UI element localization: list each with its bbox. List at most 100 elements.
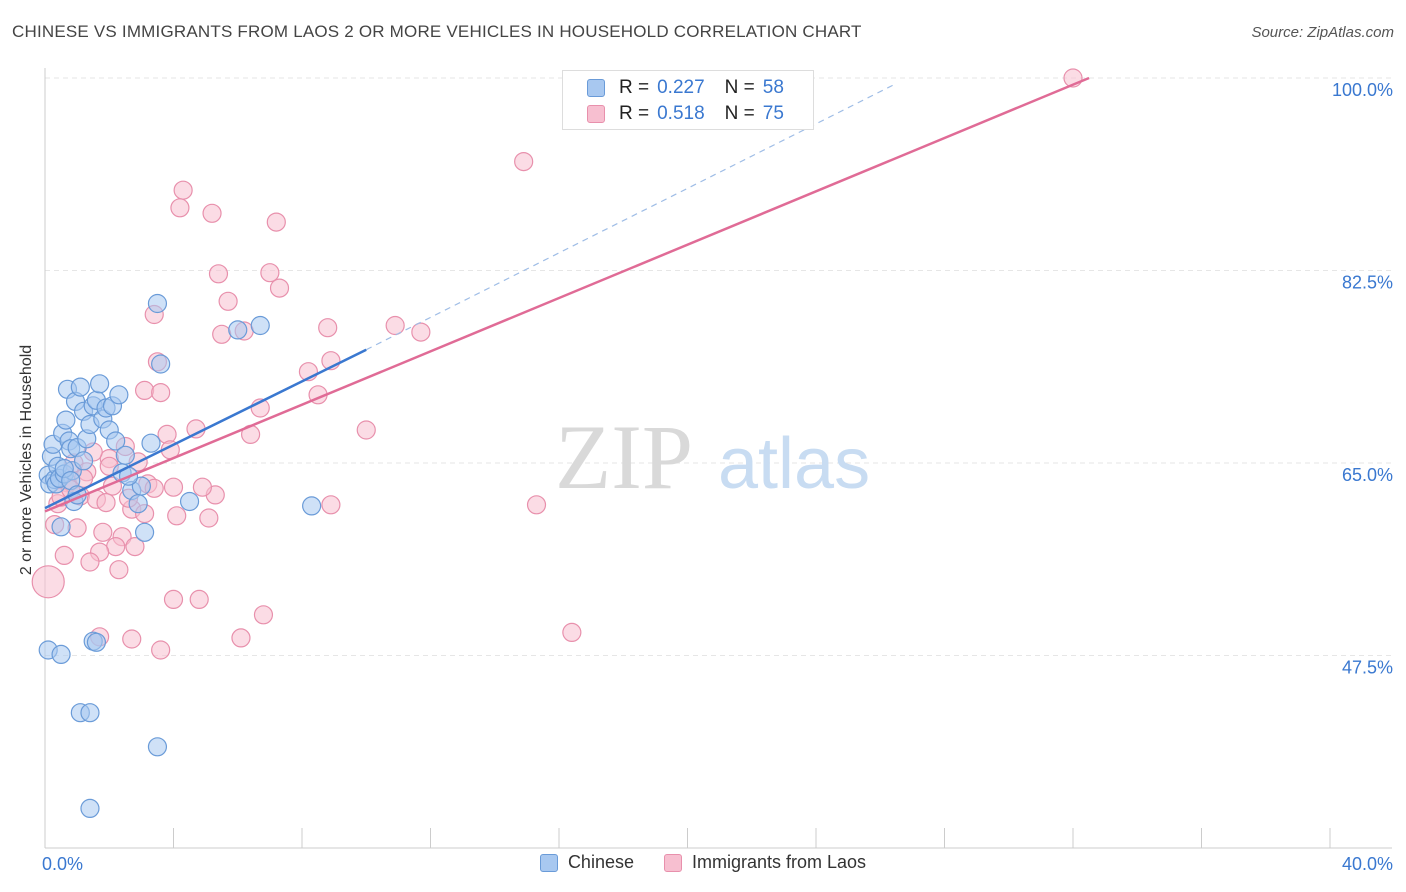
laos-point [167, 506, 187, 526]
chinese-point [70, 377, 90, 397]
correlation-legend: R = 0.227 N = 58 R = 0.518 N = 75 [562, 70, 814, 130]
legend-item-chinese[interactable]: Chinese [539, 852, 634, 873]
laos-point [411, 322, 431, 342]
chinese-point [106, 431, 126, 451]
r-label: R = [619, 103, 650, 124]
n-label: N = [724, 77, 755, 98]
chinese-point [90, 374, 110, 394]
laos-point [67, 518, 87, 538]
chinese-point [302, 496, 322, 516]
legend-label-laos: Immigrants from Laos [691, 852, 867, 872]
laos-point [173, 180, 193, 200]
chinese-trend-line [44, 348, 367, 510]
laos-point [134, 380, 155, 400]
laos-point [31, 565, 65, 599]
laos-point [356, 420, 376, 440]
n-label: N = [724, 103, 755, 124]
laos-point [192, 477, 213, 497]
x-tick-label-min: 0.0% [42, 854, 83, 874]
chinese-point [134, 522, 155, 542]
chinese-points [38, 293, 322, 819]
laos-point [266, 212, 286, 232]
x-tick-label-max: 40.0% [1342, 854, 1393, 874]
chinese-point [151, 354, 171, 374]
legend-item-laos[interactable]: Immigrants from Laos [663, 852, 867, 873]
y-tick-label: 47.5% [1342, 658, 1393, 678]
chinese-point [73, 451, 94, 471]
laos-point [231, 628, 251, 648]
laos-point [163, 477, 184, 497]
laos-point [186, 419, 206, 439]
laos-point [562, 622, 582, 643]
watermark: ZIP atlas [555, 406, 870, 508]
laos-point [260, 263, 280, 283]
watermark-zip: ZIP [555, 406, 693, 508]
laos-point [54, 545, 74, 566]
legend-row-laos: R = 0.518 N = 75 [587, 103, 784, 125]
chinese-point [147, 737, 168, 757]
chinese-point [179, 491, 200, 512]
chinese-swatch [539, 853, 558, 872]
chinese-point [128, 494, 148, 514]
series-legend: Chinese Immigrants from Laos [0, 852, 1406, 873]
chinese-swatch [587, 79, 605, 97]
chinese-point [115, 445, 135, 465]
laos-point [157, 424, 177, 444]
laos-trend-line [44, 76, 1090, 513]
r-value: 0.518 [657, 103, 705, 124]
chinese-point [109, 385, 129, 405]
laos-point [151, 640, 171, 660]
chinese-point [250, 315, 270, 336]
laos-point [202, 203, 222, 223]
laos-point [80, 552, 100, 572]
r-value: 0.227 [657, 77, 705, 98]
y-tick-label: 82.5% [1342, 273, 1393, 293]
laos-point [385, 315, 405, 336]
grid-lines [45, 77, 1392, 656]
laos-point [106, 536, 126, 557]
laos-point [163, 589, 184, 610]
chart-title: CHINESE VS IMMIGRANTS FROM LAOS 2 OR MOR… [12, 22, 862, 41]
laos-point [514, 152, 534, 172]
laos-point [208, 264, 229, 284]
laos-point [269, 278, 290, 298]
chinese-point [147, 293, 168, 314]
laos-swatch [587, 105, 605, 123]
laos-point [253, 605, 274, 625]
y-axis-label: 2 or more Vehicles in Household [18, 344, 35, 576]
y-tick-label: 100.0% [1332, 80, 1393, 100]
legend-row-chinese: R = 0.227 N = 58 [587, 77, 784, 99]
laos-point [199, 508, 219, 528]
trend-lines [44, 76, 1090, 513]
chinese-point [141, 433, 161, 453]
laos-swatch [663, 853, 682, 872]
laos-point [218, 291, 238, 311]
tick-labels: 47.5% 65.0% 82.5% 100.0% 0.0% 40.0% [42, 80, 1393, 874]
laos-points [31, 68, 1083, 660]
chinese-point [80, 798, 100, 819]
laos-point [321, 495, 341, 515]
laos-point [96, 493, 116, 513]
legend-label-chinese: Chinese [567, 852, 634, 872]
laos-point [122, 629, 142, 649]
n-value: 58 [762, 77, 784, 98]
laos-point [170, 198, 190, 218]
laos-point [93, 522, 113, 542]
chinese-point [51, 517, 71, 537]
laos-point [526, 495, 547, 515]
laos-point [318, 318, 338, 338]
chinese-point [131, 476, 151, 496]
r-label: R = [619, 77, 650, 98]
laos-point [212, 324, 232, 344]
watermark-atlas: atlas [718, 424, 870, 504]
laos-point [151, 383, 171, 403]
laos-point [109, 560, 129, 580]
chinese-point [51, 644, 71, 665]
source-label: Source: ZipAtlas.com [1251, 24, 1394, 41]
chinese-point [86, 632, 107, 652]
n-value: 75 [762, 103, 784, 124]
chinese-point [56, 410, 76, 430]
laos-point [125, 536, 145, 557]
chinese-point [228, 320, 248, 340]
